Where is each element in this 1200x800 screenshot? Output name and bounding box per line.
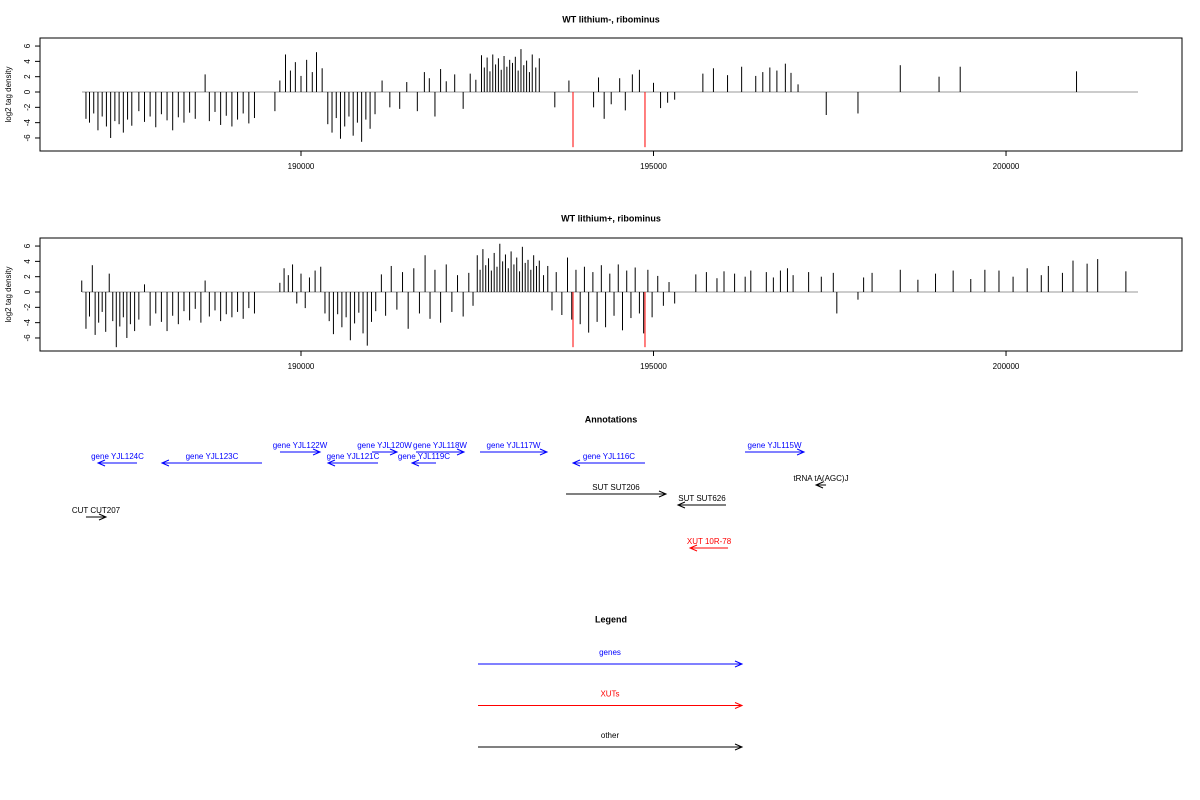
plot-frame	[39, 37, 1183, 152]
y-tick-label: 2	[23, 274, 32, 279]
legend-title: Legend	[595, 614, 627, 624]
feature-label: gene YJL121C	[327, 452, 380, 461]
feature-label: tRNA tA(AGC)J	[793, 474, 848, 483]
y-tick-label: -6	[23, 334, 32, 342]
feature-arrow-head	[688, 544, 698, 552]
y-axis-label: log2 tag density	[4, 266, 13, 322]
legend-label: genes	[599, 648, 621, 657]
y-tick-label: -2	[23, 103, 32, 111]
feature-label: gene YJL116C	[583, 452, 635, 461]
feature-label: gene YJL120W	[357, 441, 412, 450]
feature-arrow-head	[410, 459, 420, 467]
feature-arrow-head	[456, 448, 466, 456]
feature-arrow-head	[326, 459, 336, 467]
annotations-title: Annotations	[585, 414, 638, 424]
feature-arrow-head	[160, 459, 170, 467]
feature-label: SUT SUT206	[592, 483, 640, 492]
legend-label: other	[601, 731, 620, 740]
feature-arrow-head	[539, 448, 549, 456]
y-tick-label: 6	[23, 43, 32, 48]
x-tick-label: 190000	[288, 162, 315, 171]
feature-label: gene YJL119C	[398, 452, 450, 461]
y-tick-label: -2	[23, 303, 32, 311]
feature-label: CUT CUT207	[72, 506, 121, 515]
feature-arrow-head	[96, 459, 106, 467]
legend-arrow-head	[734, 743, 744, 751]
feature-arrow-head	[98, 513, 108, 521]
feature-label: SUT SUT626	[678, 494, 726, 503]
y-tick-label: 0	[23, 89, 32, 94]
feature-label: gene YJL123C	[186, 452, 239, 461]
chart-title: WT lithium-, ribominus	[562, 14, 660, 24]
feature-arrow-head	[676, 501, 686, 509]
y-tick-label: 4	[23, 259, 32, 264]
feature-arrow-head	[389, 448, 399, 456]
feature-label: gene YJL115W	[748, 441, 802, 450]
x-tick-label: 195000	[640, 162, 667, 171]
plot-frame	[39, 237, 1183, 352]
feature-label: XUT 10R-78	[687, 537, 732, 546]
y-tick-label: -6	[23, 134, 32, 142]
x-tick-label: 200000	[993, 162, 1020, 171]
legend-arrow-head	[734, 660, 744, 668]
y-axis-label: log2 tag density	[4, 66, 13, 122]
x-tick-label: 195000	[640, 362, 667, 371]
feature-label: gene YJL118W	[413, 441, 467, 450]
feature-label: gene YJL117W	[487, 441, 541, 450]
y-tick-label: 4	[23, 59, 32, 64]
feature-arrow-head	[658, 490, 668, 498]
legend-label: XUTs	[600, 690, 619, 699]
feature-label: gene YJL124C	[91, 452, 144, 461]
feature-arrow-head	[814, 481, 824, 489]
y-tick-label: -4	[23, 119, 32, 127]
feature-label: gene YJL122W	[273, 441, 328, 450]
x-tick-label: 190000	[288, 362, 315, 371]
y-tick-label: 6	[23, 243, 32, 248]
legend-arrow-head	[734, 702, 744, 709]
feature-arrow-head	[312, 448, 322, 456]
y-tick-label: 0	[23, 289, 32, 294]
feature-arrow-head	[571, 459, 581, 467]
y-tick-label: -4	[23, 319, 32, 327]
y-tick-label: 2	[23, 74, 32, 79]
x-tick-label: 200000	[993, 362, 1020, 371]
chart-title: WT lithium+, ribominus	[561, 213, 661, 223]
feature-arrow-head	[796, 448, 806, 456]
